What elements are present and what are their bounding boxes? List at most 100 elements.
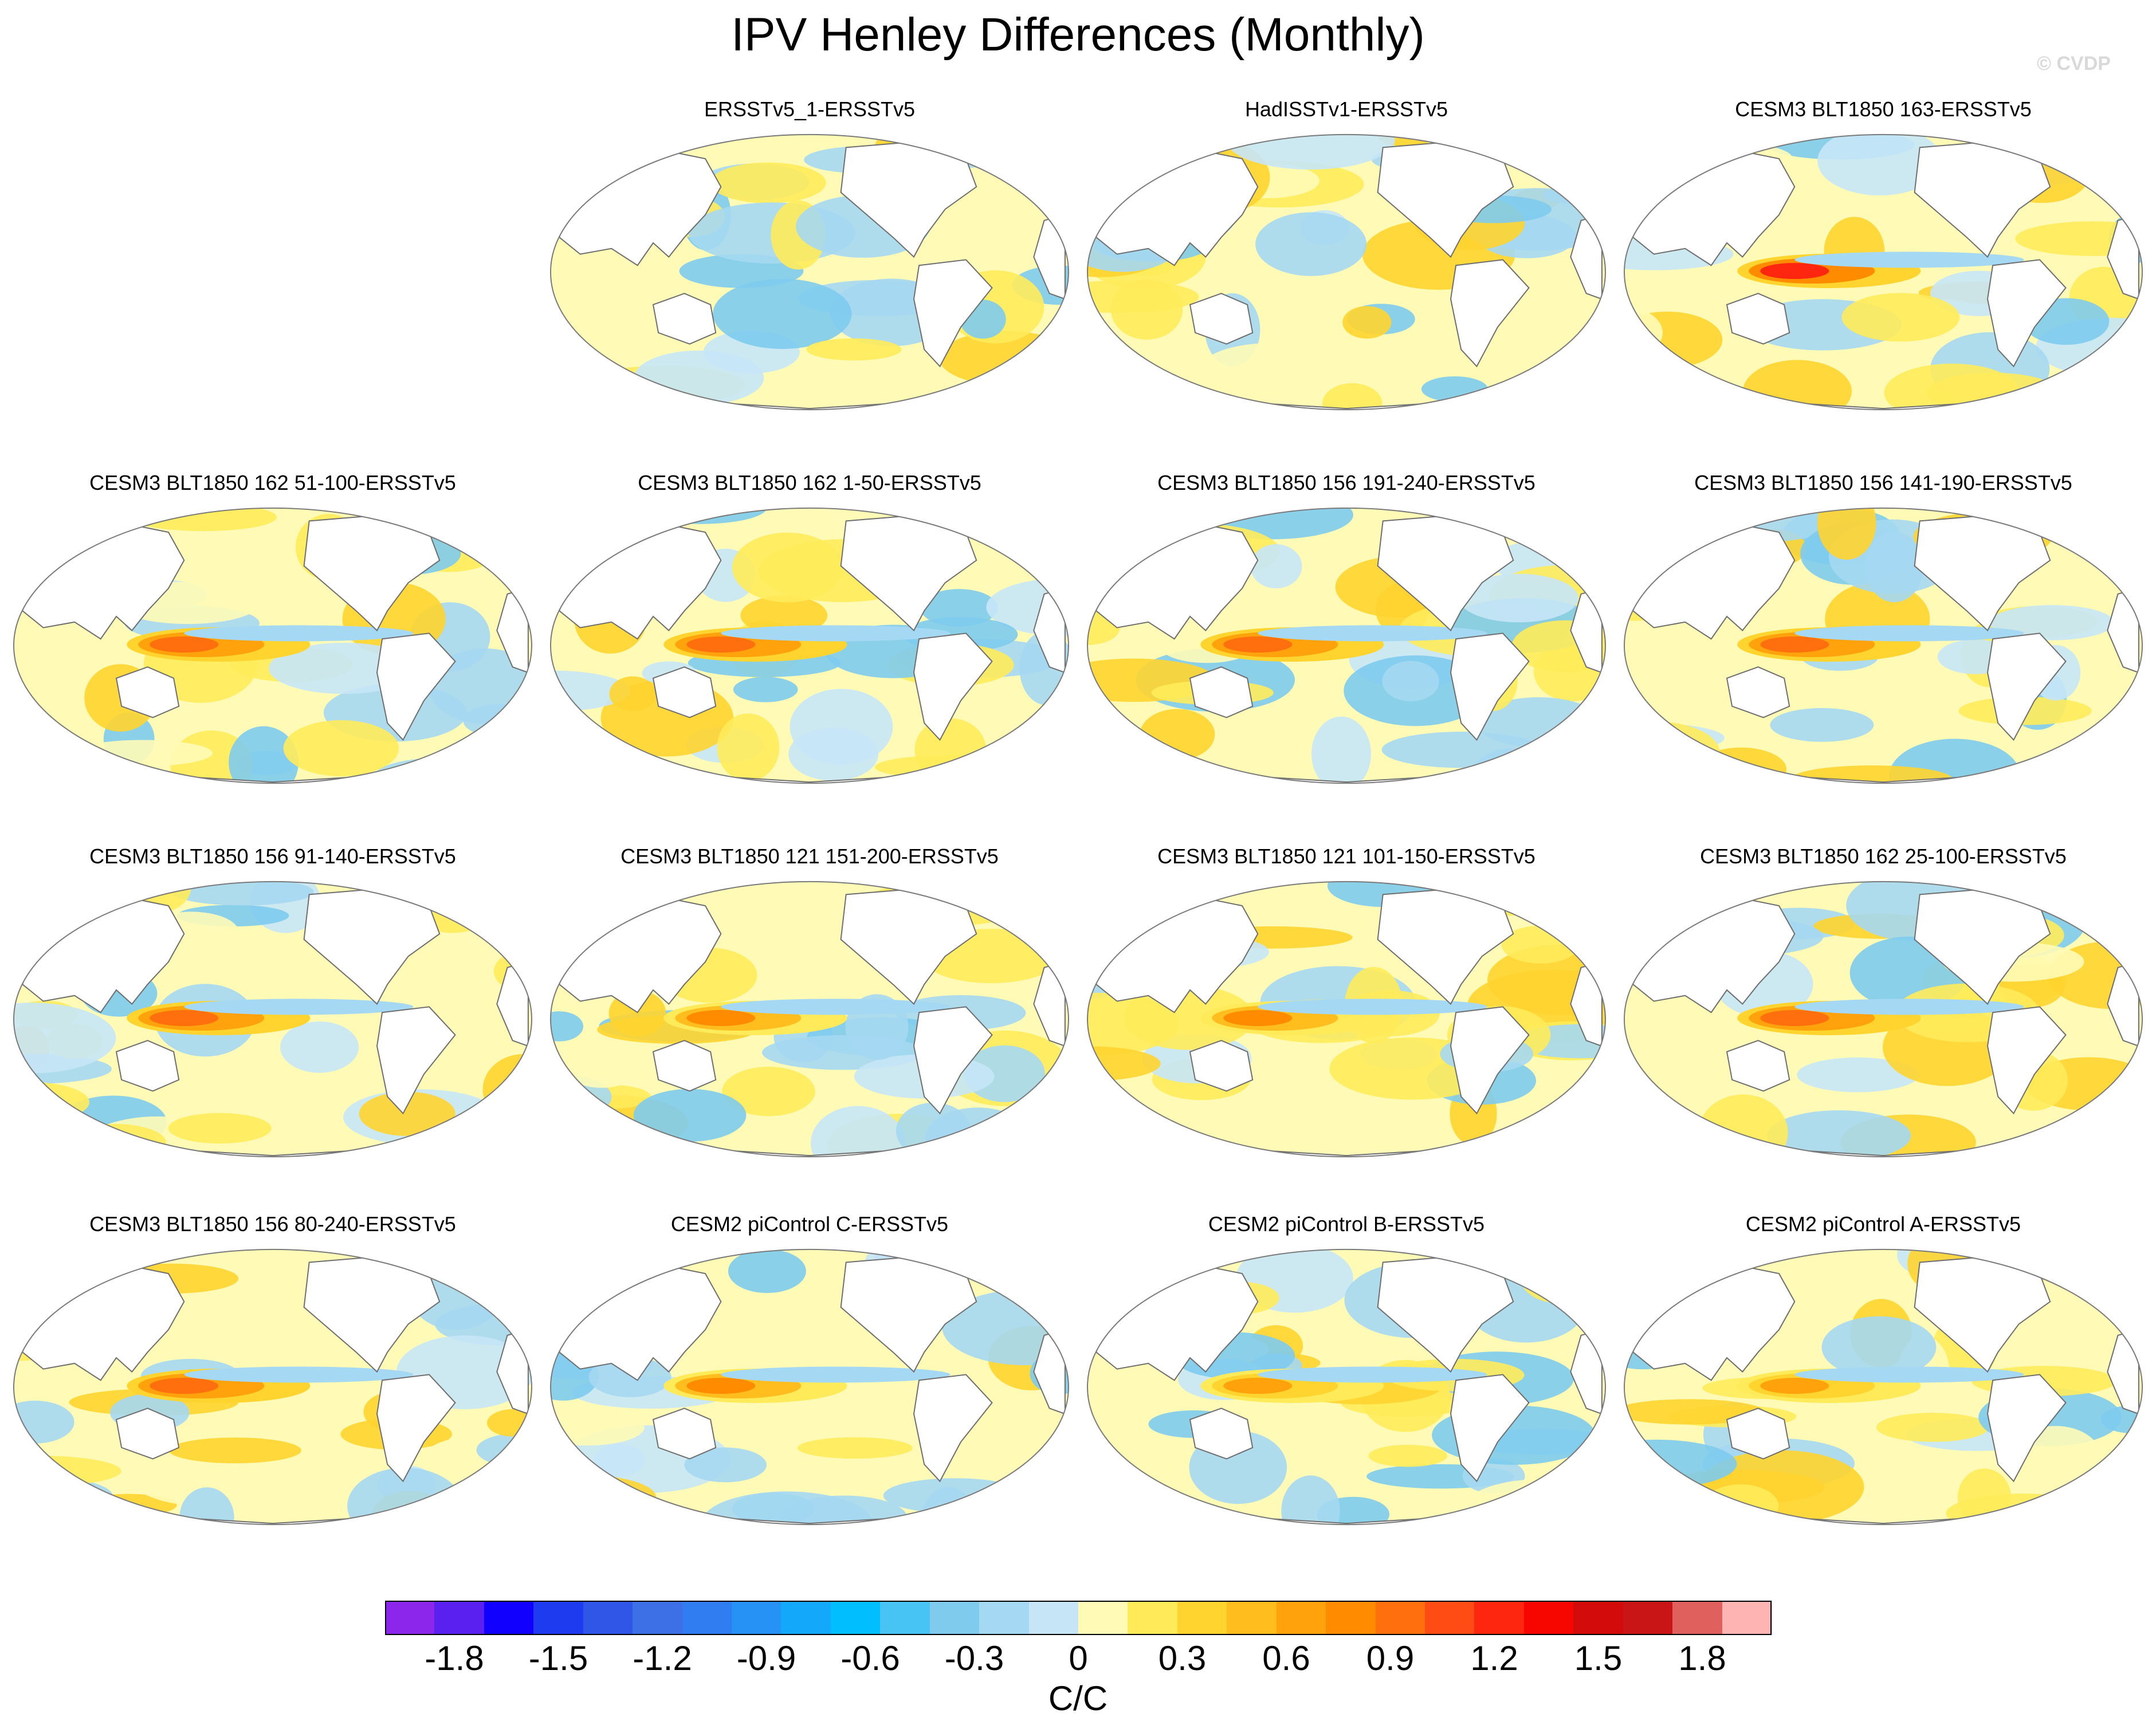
land-mask (115, 666, 180, 718)
map-svg (13, 508, 533, 784)
anomaly-contour (1368, 1444, 1448, 1467)
cool-anomaly-band (1794, 625, 2024, 642)
map-svg (1086, 134, 1607, 410)
anomaly-contour (1123, 985, 1254, 1050)
colorbar-swatch (1028, 1601, 1079, 1635)
anomaly-contour (586, 370, 636, 410)
cool-anomaly-band (184, 1366, 414, 1383)
anomaly-contour (1519, 1249, 1595, 1303)
warm-anomaly-core (150, 1010, 219, 1026)
colorbar-swatch (1128, 1601, 1178, 1635)
anomaly-contour (896, 1102, 971, 1157)
cool-anomaly-band (184, 625, 414, 642)
land-mask (1450, 1374, 1530, 1483)
cool-anomaly-band (184, 999, 414, 1015)
map-panel: ERSSTv5_1-ERSSTv5 (548, 97, 1071, 415)
cool-anomaly-band (721, 1366, 951, 1383)
anomaly-contour (733, 677, 798, 702)
colorbar-tick-label: 0.3 (1158, 1639, 1207, 1677)
land-mask (985, 138, 1056, 176)
anomaly-contour (1110, 279, 1183, 340)
anomaly-contour (717, 713, 780, 781)
map-svg (1623, 134, 2143, 410)
warm-anomaly-core (686, 1378, 756, 1394)
colorbar-tick-label: -0.9 (736, 1639, 796, 1677)
anomaly-contour (710, 162, 826, 203)
anomaly-contour (811, 1106, 906, 1157)
land-mask (913, 1006, 993, 1115)
map-border (13, 1249, 533, 1525)
map-border (1623, 1249, 2143, 1525)
land-mask (1189, 293, 1254, 345)
anomaly-contour (1255, 212, 1367, 276)
panel-title: CESM2 piControl A-ERSSTv5 (1745, 1212, 2021, 1236)
map-panel: CESM3 BLT1850 156 91-140-ERSSTv5 (11, 844, 534, 1162)
anomaly-contour (1876, 1412, 1989, 1442)
panel-title: ERSSTv5_1-ERSSTv5 (704, 97, 916, 121)
anomaly-contour (1250, 544, 1302, 589)
colorbar-swatch (633, 1601, 683, 1635)
warm-anomaly-core (1223, 1010, 1293, 1026)
map-border (549, 134, 1070, 410)
anomaly-contour (1036, 1490, 1069, 1519)
credit-label: © CVDP (2037, 53, 2111, 74)
colorbar-swatch (434, 1601, 485, 1635)
panel-title: CESM3 BLT1850 156 191-240-ERSSTv5 (1157, 471, 1535, 494)
land-mask (913, 632, 993, 741)
colorbar-tick-label: 1.8 (1678, 1639, 1726, 1677)
land-mask (449, 512, 519, 550)
map-border (1086, 508, 1607, 784)
anomaly-contour (283, 720, 399, 777)
land-mask (1726, 1408, 1790, 1460)
map-svg (1086, 1249, 1607, 1525)
colorbar-swatch (682, 1601, 732, 1635)
land-mask (1986, 1006, 2067, 1115)
land-mask (1986, 1374, 2067, 1483)
map-svg (1623, 1249, 2143, 1525)
anomaly-contour (168, 1113, 272, 1144)
map-border (1086, 134, 1607, 410)
land-mask (1450, 632, 1530, 741)
anomaly-contour (550, 323, 665, 356)
map-border (1086, 881, 1607, 1157)
land-mask (985, 1253, 1056, 1291)
warm-anomaly-core (686, 636, 756, 653)
land-mask (2059, 138, 2130, 176)
panel-title: CESM3 BLT1850 156 91-140-ERSSTv5 (89, 844, 456, 868)
anomaly-contour (280, 1021, 359, 1073)
colorbar-swatch (1474, 1601, 1525, 1635)
anomaly-contour (474, 754, 532, 784)
land-mask (1726, 666, 1790, 718)
cool-anomaly-band (1794, 252, 2024, 268)
anomaly-contour (981, 1480, 1069, 1505)
colorbar-swatch (1523, 1601, 1574, 1635)
panel-title: CESM3 BLT1850 121 101-150-ERSSTv5 (1157, 844, 1535, 868)
anomaly-contour (985, 367, 1040, 410)
map-svg (549, 881, 1070, 1157)
anomaly-contour (728, 1249, 806, 1293)
land-mask (1986, 632, 2067, 741)
land-mask (1189, 1408, 1254, 1460)
anomaly-contour (2021, 1128, 2088, 1157)
anomaly-contour (558, 1033, 646, 1088)
map-border (1623, 508, 2143, 784)
map-svg (13, 1249, 533, 1525)
anomaly-contour (1322, 383, 1383, 410)
land-mask (449, 1253, 519, 1291)
anomaly-contour (1633, 881, 1718, 914)
anomaly-contour (1459, 573, 1579, 623)
map-panel: CESM3 BLT1850 162 25-100-ERSSTv5 (1622, 844, 2145, 1162)
anomaly-contour (1624, 391, 1748, 410)
anomaly-contour (1791, 765, 1953, 784)
map-svg (549, 134, 1070, 410)
anomaly-contour (1203, 343, 1350, 390)
warm-anomaly-core (1760, 636, 1829, 653)
anomaly-contour (1768, 1256, 1894, 1286)
anomaly-contour (1624, 1488, 1656, 1525)
cool-anomaly-band (1258, 625, 1487, 642)
anomaly-contour (1140, 709, 1215, 760)
colorbar-swatch (1227, 1601, 1277, 1635)
colorbar-swatch (1177, 1601, 1227, 1635)
map-border (1623, 134, 2143, 410)
